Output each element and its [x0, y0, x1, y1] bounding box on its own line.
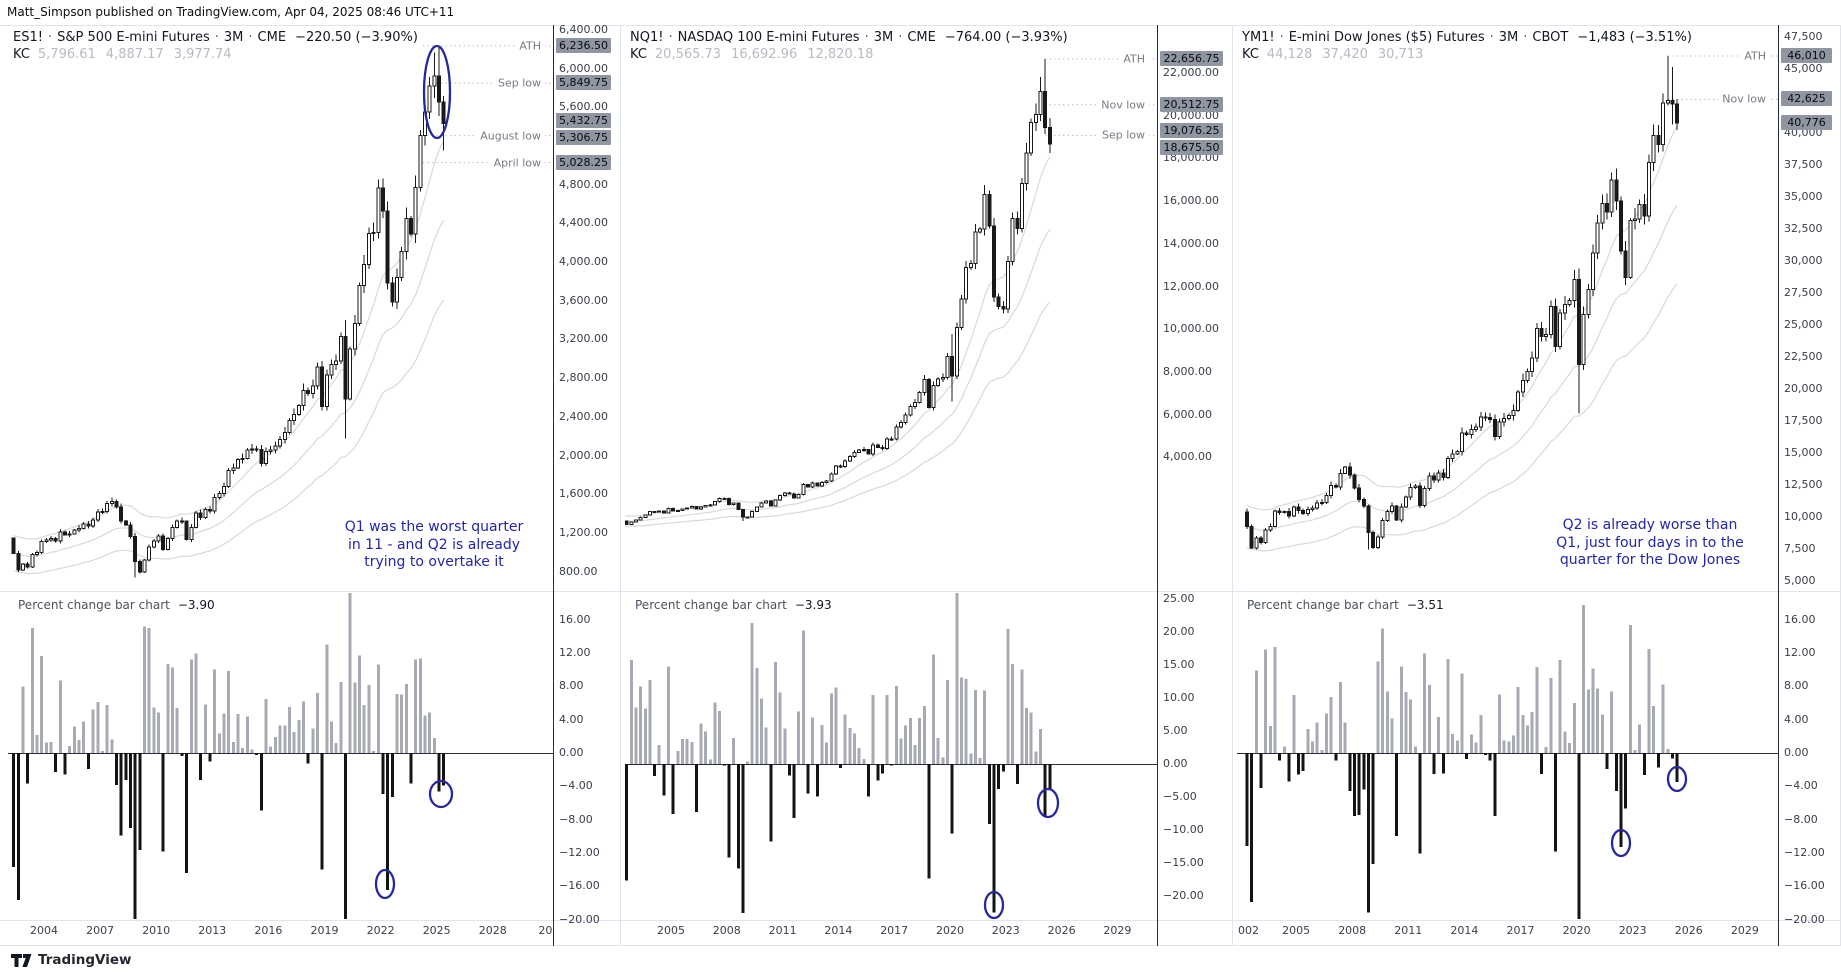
- publish-header: Matt_Simpson published on TradingView.co…: [7, 5, 455, 19]
- separator-dot: ·: [248, 30, 253, 45]
- kc-lower-value: 30,713: [1377, 47, 1424, 62]
- legend-es: ES1! · S&P 500 E-mini Futures · 3M · CME −220.5…: [13, 30, 418, 62]
- separator-dot: ·: [668, 30, 673, 45]
- tradingview-logo-text: TradingView: [38, 952, 132, 968]
- legend-nq-line1: NQ1! · NASDAQ 100 E-mini Futures · 3M · CME −76…: [630, 30, 1068, 45]
- legend-es-line1: ES1! · S&P 500 E-mini Futures · 3M · CME −220.5…: [13, 30, 418, 45]
- tradingview-logo[interactable]: TradingView: [10, 951, 132, 969]
- legend-nq: NQ1! · NASDAQ 100 E-mini Futures · 3M · CME −76…: [630, 30, 1068, 62]
- pct-panel-title-nq: Percent change bar chart −3.93: [635, 598, 832, 612]
- symbol-description: S&P 500 E-mini Futures: [57, 30, 210, 45]
- candles-series-ES1!: [11, 45, 446, 578]
- pct-change-bars-NQ1!: [625, 593, 1052, 913]
- legend-es-kc: KC 5,796.61 4,887.17 3,977.74: [13, 47, 418, 62]
- separator-dot: ·: [1489, 30, 1494, 45]
- symbol-exchange: CBOT: [1532, 30, 1569, 45]
- kc-lower-value: 12,820.18: [807, 47, 874, 62]
- separator-dot: ·: [898, 30, 903, 45]
- pct-panel-title-ym: Percent change bar chart −3.51: [1247, 598, 1444, 612]
- separator-dot: ·: [47, 30, 53, 45]
- symbol-ticker: ES1!: [13, 30, 43, 45]
- pct-panel-value: −3.51: [1406, 598, 1444, 612]
- highlight-ellipse: [1666, 765, 1688, 793]
- separator-dot: ·: [1523, 30, 1528, 45]
- kc-mid-value: 16,692.96: [731, 47, 798, 62]
- symbol-timeframe: 3M: [223, 30, 244, 45]
- separator-dot: ·: [864, 30, 869, 45]
- pct-change-bars-ES1!: [12, 593, 446, 919]
- kc-mid-value: 37,420: [1322, 47, 1368, 62]
- symbol-exchange: CME: [257, 30, 287, 45]
- tradingview-logo-icon: [11, 954, 32, 967]
- symbol-ticker: NQ1!: [630, 30, 664, 45]
- pct-panel-label: Percent change bar chart: [1247, 598, 1399, 612]
- candles-series-YM1!: [1245, 56, 1680, 550]
- annotation-note-ym: Q2 is already worse than Q1, just four d…: [1556, 517, 1744, 568]
- kc-upper-value: 20,565.73: [654, 47, 722, 62]
- kc-bands-ES1!: [13, 140, 445, 575]
- highlight-ellipse: [374, 868, 396, 900]
- highlight-ellipse: [428, 779, 454, 809]
- highlight-ellipse: [422, 44, 452, 140]
- legend-ym-line1: YM1! · E-mini Dow Jones ($5) Futures · 3M · CB…: [1242, 30, 1692, 45]
- pct-panel-label: Percent change bar chart: [18, 598, 170, 612]
- symbol-change: −220.50 (−3.90%): [295, 30, 418, 45]
- symbol-ticker: YM1!: [1242, 30, 1275, 45]
- symbol-timeframe: 3M: [1498, 30, 1519, 45]
- legend-nq-kc: KC 20,565.73 16,692.96 12,820.18: [630, 47, 1068, 62]
- indicator-name: KC: [1242, 47, 1259, 62]
- indicator-name: KC: [13, 47, 30, 62]
- highlight-ellipse: [983, 890, 1005, 920]
- pct-panel-title-es: Percent change bar chart −3.90: [18, 598, 215, 612]
- highlight-ellipse: [1610, 828, 1632, 858]
- highlight-ellipse: [1036, 787, 1060, 819]
- symbol-timeframe: 3M: [873, 30, 894, 45]
- pct-panel-value: −3.93: [794, 598, 832, 612]
- kc-lower-value: 3,977.74: [173, 47, 232, 62]
- annotation-note-es: Q1 was the worst quarter in 11 - and Q2 …: [344, 519, 524, 570]
- symbol-description: E-mini Dow Jones ($5) Futures: [1288, 30, 1485, 45]
- kc-upper-value: 44,128: [1266, 47, 1313, 62]
- indicator-name: KC: [630, 47, 647, 62]
- pct-panel-value: −3.90: [177, 598, 215, 612]
- symbol-exchange: CME: [907, 30, 936, 45]
- symbol-change: −1,483 (−3.51%): [1577, 30, 1692, 45]
- legend-ym-kc: KC 44,128 37,420 30,713: [1242, 47, 1692, 62]
- legend-ym: YM1! · E-mini Dow Jones ($5) Futures · 3M · CB…: [1242, 30, 1692, 62]
- separator-dot: ·: [1279, 30, 1284, 45]
- symbol-change: −764.00 (−3.93%): [944, 30, 1068, 45]
- separator-dot: ·: [214, 30, 219, 45]
- pct-panel-label: Percent change bar chart: [635, 598, 787, 612]
- symbol-description: NASDAQ 100 E-mini Futures: [677, 30, 860, 45]
- kc-mid-value: 4,887.17: [105, 47, 164, 62]
- candles-series-NQ1!: [625, 58, 1052, 526]
- pct-change-bars-YM1!: [1245, 604, 1679, 919]
- kc-upper-value: 5,796.61: [37, 47, 96, 62]
